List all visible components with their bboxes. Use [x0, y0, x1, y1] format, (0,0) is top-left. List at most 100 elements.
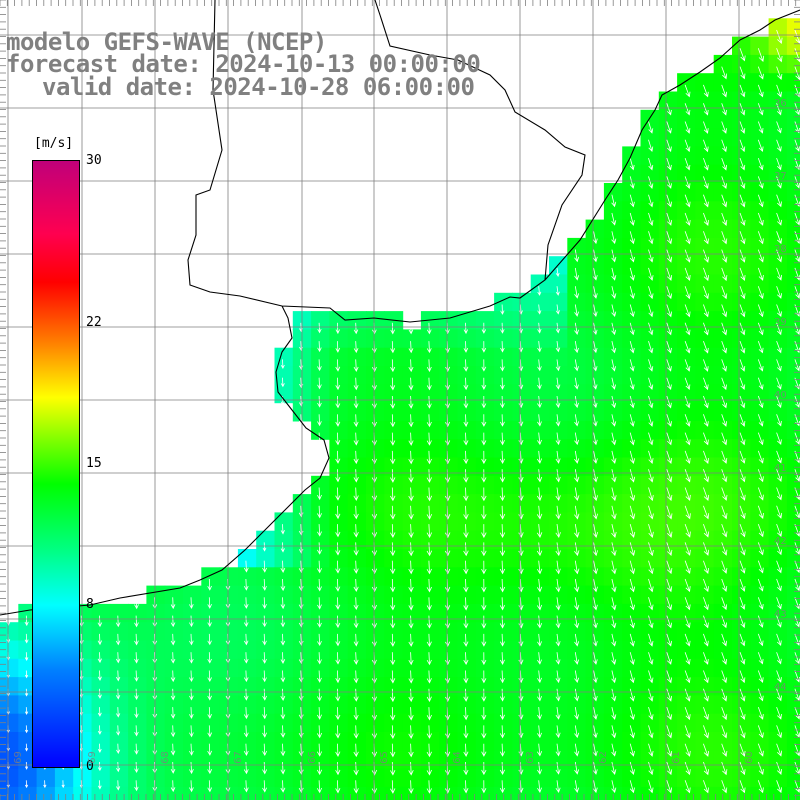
wind-arrow: [134, 615, 139, 628]
wind-arrow: [592, 615, 598, 629]
wind-speed-cell: [439, 494, 459, 513]
colorbar-tick-label: 8: [86, 597, 94, 613]
wind-arrow: [721, 322, 728, 336]
wind-speed-cell: [420, 475, 440, 495]
wind-speed-cell: [311, 311, 330, 330]
wind-arrow: [574, 670, 580, 684]
wind-speed-cell: [658, 567, 678, 587]
wind-arrow: [721, 432, 728, 446]
wind-arrow: [408, 505, 414, 520]
wind-speed-cell: [658, 786, 678, 800]
wind-arrow: [518, 560, 524, 575]
wind-arrow: [721, 103, 727, 116]
wind-speed-cell: [366, 530, 385, 550]
wind-speed-cell: [713, 677, 733, 696]
wind-speed-cell: [219, 585, 239, 605]
wind-arrow: [463, 487, 469, 502]
wind-arrow: [243, 597, 249, 609]
wind-speed-cell: [768, 54, 788, 74]
wind-speed-cell: [603, 457, 623, 477]
wind-speed-cell: [695, 219, 715, 239]
wind-speed-cell: [183, 750, 202, 770]
latitude-tick-label: 37: [774, 171, 787, 182]
wind-speed-cell: [732, 549, 751, 568]
wind-arrow: [536, 560, 543, 575]
wind-speed-cell: [768, 457, 788, 477]
wind-speed-cell: [530, 420, 550, 440]
wind-arrow: [408, 322, 414, 335]
wind-speed-cell: [274, 347, 294, 367]
wind-speed-cell: [402, 549, 422, 568]
wind-speed-cell: [658, 183, 678, 202]
wind-arrow: [757, 249, 764, 263]
wind-arrow: [592, 542, 598, 557]
wind-arrow: [574, 652, 580, 665]
wind-speed-cell: [311, 750, 330, 770]
wind-arrow: [353, 524, 359, 538]
wind-arrow: [353, 487, 359, 501]
wind-speed-cell: [750, 549, 770, 568]
wind-speed-cell: [384, 439, 404, 459]
wind-arrow: [390, 725, 396, 739]
wind-arrow: [629, 176, 635, 189]
wind-arrow: [170, 780, 176, 793]
wind-arrow: [574, 359, 579, 372]
wind-arrow: [629, 322, 635, 336]
wind-arrow: [739, 194, 746, 208]
wind-speed-cell: [677, 164, 696, 184]
wind-arrow: [648, 542, 654, 557]
wind-speed-cell: [402, 512, 422, 532]
wind-speed-cell: [457, 640, 477, 660]
wind-speed-cell: [677, 567, 696, 587]
wind-speed-cell: [640, 750, 660, 770]
wind-speed-cell: [585, 750, 605, 770]
wind-speed-cell: [494, 402, 513, 422]
wind-speed-cell: [658, 128, 678, 147]
wind-arrow: [408, 469, 414, 483]
wind-speed-cell: [512, 585, 532, 605]
wind-speed-cell: [768, 36, 788, 56]
wind-speed-cell: [457, 677, 477, 696]
wind-speed-cell: [530, 603, 550, 623]
wind-arrow: [757, 542, 764, 556]
wind-speed-cell: [347, 622, 367, 642]
wind-arrow: [97, 761, 102, 772]
wind-arrow: [666, 578, 673, 593]
wind-arrow: [739, 725, 746, 739]
wind-arrow: [666, 450, 673, 465]
wind-speed-cell: [512, 329, 532, 349]
wind-arrow: [481, 670, 487, 684]
wind-speed-cell: [567, 420, 587, 440]
wind-arrow: [463, 377, 469, 391]
wind-arrow: [463, 597, 469, 611]
wind-arrow: [499, 743, 505, 757]
wind-arrow: [353, 688, 359, 702]
wind-speed-cell: [91, 732, 111, 751]
wind-arrow: [189, 633, 194, 646]
wind-speed-cell: [530, 622, 550, 642]
wind-arrow: [317, 322, 322, 334]
wind-arrow: [666, 395, 672, 409]
wind-speed-cell: [384, 530, 404, 550]
wind-speed-cell: [549, 274, 568, 294]
wind-speed-cell: [567, 256, 587, 276]
wind-arrow: [390, 652, 396, 666]
wind-arrow: [684, 450, 691, 465]
wind-speed-cell: [732, 439, 751, 459]
wind-arrow: [536, 615, 543, 629]
wind-speed-cell: [347, 512, 367, 532]
wind-speed-cell: [549, 603, 568, 623]
wind-speed-cell: [695, 201, 715, 221]
wind-speed-cell: [439, 402, 459, 422]
wind-arrow: [666, 523, 673, 538]
wind-speed-cell: [640, 530, 660, 550]
wind-speed-cell: [530, 677, 550, 696]
wind-arrow: [463, 341, 469, 353]
wind-arrow: [776, 706, 782, 720]
wind-arrow: [611, 414, 617, 427]
wind-speed-cell: [622, 329, 642, 349]
wind-arrow: [629, 249, 635, 263]
wind-speed-cell: [36, 786, 56, 800]
wind-arrow: [555, 395, 561, 409]
wind-speed-cell: [750, 640, 770, 660]
